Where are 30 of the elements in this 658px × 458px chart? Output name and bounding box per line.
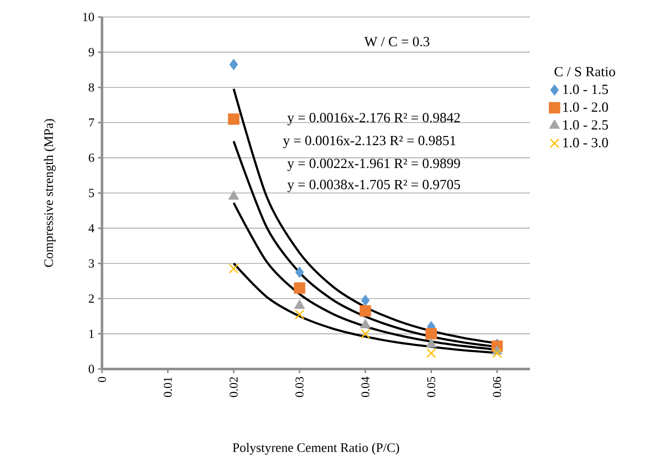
x-tick-label: 0.02 [230,377,238,397]
legend-label: 1.0 - 2.0 [563,102,608,112]
y-tick-label: 5 [88,188,94,198]
x-tick-label: 0 [98,376,106,382]
x-tick-label: 0.01 [164,377,172,397]
y-tick-label: 9 [88,48,94,56]
x-tick-label: 0.05 [427,376,436,397]
y-axis-title: Compressive strength (MPa) [44,119,56,267]
annotation: y = 0.0038x-1.705 R² = 0.9705 [287,180,460,192]
y-tick-label: 8 [88,83,94,92]
y-tick-label: 6 [88,154,94,162]
y-tick-label: 2 [88,294,94,303]
x-axis-title: Polystyrene Cement Ratio (P/C) [232,442,400,455]
legend-title: C / S Ratio [554,66,616,76]
x-tick-label: 0.04 [361,376,370,397]
y-tick-label: 7 [89,118,94,127]
x-tick-label: 0.06 [493,376,502,397]
y-tick-label: 4 [88,224,94,232]
y-tick-label: 0 [88,364,94,374]
annotation: y = 0.0016x-2.123 R² = 0.9851 [283,136,456,148]
legend-label: 1.0 - 1.5 [563,84,608,94]
y-tick-label: 1 [89,330,94,338]
legend-label: 1.0 - 2.5 [563,120,608,130]
y-tick-label: 3 [88,259,94,268]
annotation: W / C = 0.3 [364,36,430,46]
y-tick-label: 10 [83,12,94,22]
x-tick-label: 0.03 [295,376,304,397]
annotation: y = 0.0022x-1.961 R² = 0.9899 [287,158,460,171]
annotation: y = 0.0016x-2.176 R² = 0.9842 [287,112,460,126]
legend-label: 1.0 - 3.0 [563,138,608,148]
